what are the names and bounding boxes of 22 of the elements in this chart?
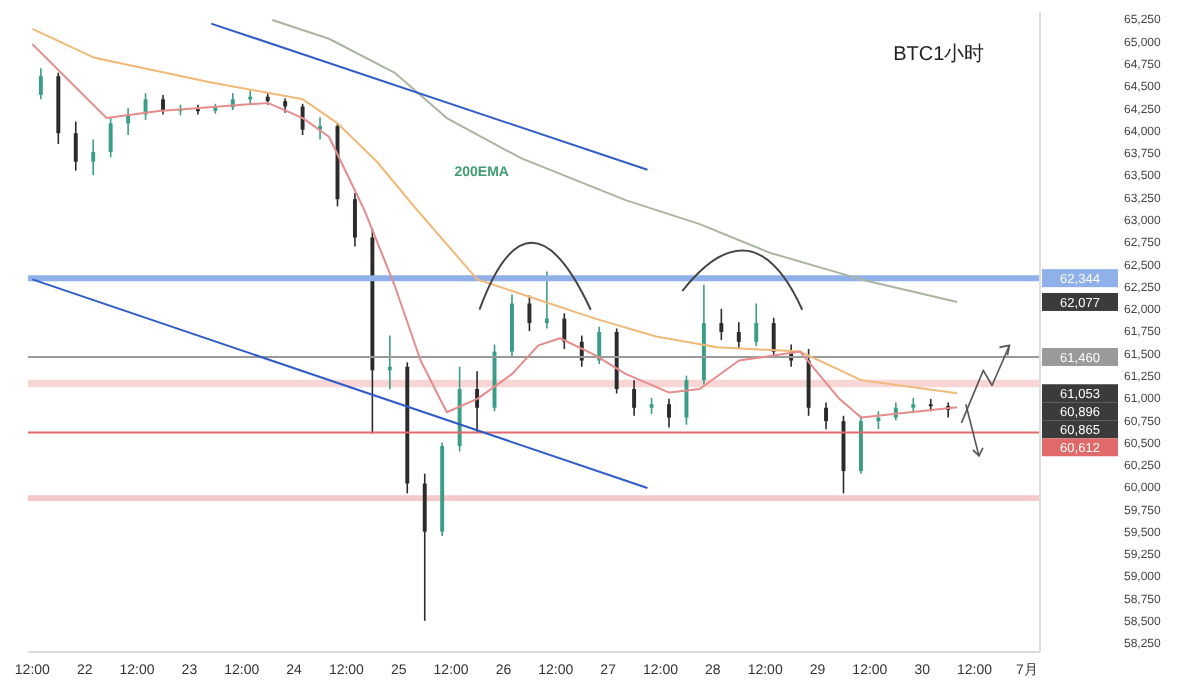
candlestick — [736, 321, 741, 350]
candlestick — [824, 401, 828, 430]
candlestick — [73, 120, 78, 172]
candlestick — [667, 398, 671, 429]
candlestick — [597, 325, 602, 365]
candlestick — [300, 103, 305, 136]
candlestick — [161, 94, 165, 116]
candlestick — [719, 308, 724, 341]
candlestick — [544, 270, 549, 330]
candlestick — [143, 92, 148, 121]
candlestick — [562, 312, 567, 350]
candlestick — [475, 370, 480, 434]
text: BTC1小时 — [893, 42, 985, 66]
candlestick — [352, 192, 357, 248]
candlestick — [806, 348, 811, 417]
candlestick — [632, 379, 637, 417]
candlestick — [38, 67, 43, 101]
candlestick — [754, 302, 759, 348]
candlestick — [108, 116, 113, 159]
candlestick — [91, 138, 96, 176]
candlestick — [527, 294, 532, 332]
candlestick — [684, 374, 689, 426]
